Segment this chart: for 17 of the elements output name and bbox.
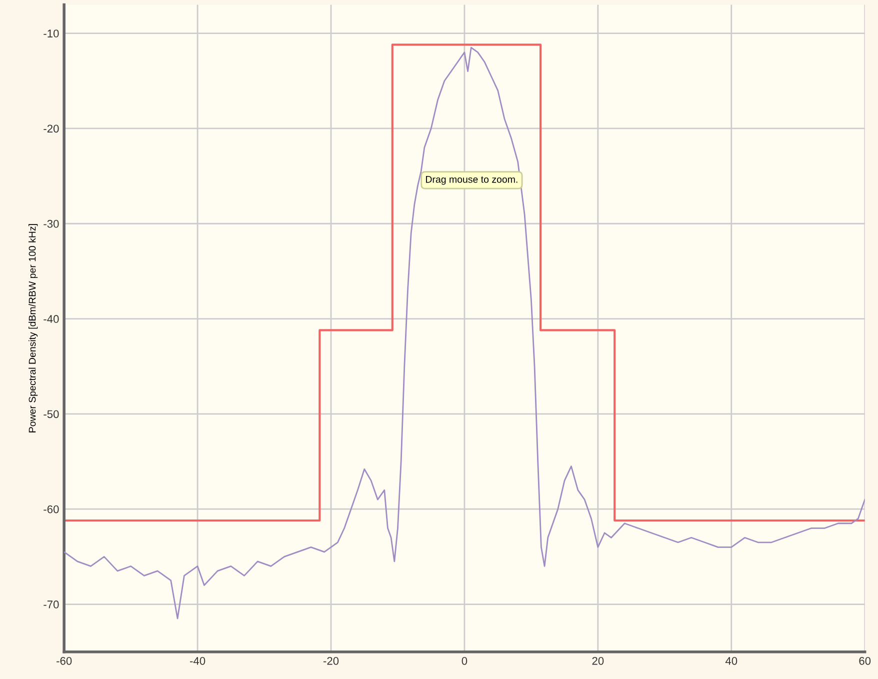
x-tick-label: -40: [190, 656, 206, 665]
y-tick-label: -40: [44, 315, 59, 323]
y-tick-label: -50: [44, 410, 59, 418]
x-tick-label: 20: [592, 656, 604, 665]
x-tick-label: -20: [323, 656, 339, 665]
y-tick-label: -30: [44, 220, 59, 228]
y-tick-label: -20: [44, 124, 59, 133]
x-tick-label: 60: [859, 656, 871, 665]
x-tick-label: 0: [462, 656, 468, 665]
x-tick-label: -60: [56, 656, 72, 665]
annotation: Drag mouse to zoom.: [426, 176, 518, 185]
line-series: [64, 46, 865, 620]
x-tick-label: 40: [725, 656, 738, 665]
y-tick-label: -70: [44, 600, 59, 608]
y-tick-label: -60: [44, 505, 59, 514]
y-tick-label: -10: [44, 30, 59, 38]
y-axis-title: Power Spectral Density [dBm/RBW per 100 kHz]: [28, 224, 38, 432]
